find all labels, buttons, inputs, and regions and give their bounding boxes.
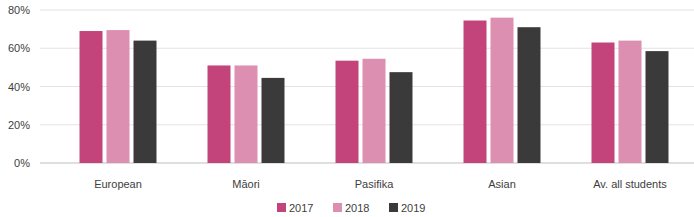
x-tick-label: Asian [488,178,516,190]
y-tick-label: 40% [8,81,30,93]
bar [107,30,130,163]
y-tick-label: 60% [8,42,30,54]
y-tick-label: 80% [8,4,30,16]
x-tick-label: European [94,178,142,190]
bar [336,61,359,163]
x-tick-label: Māori [232,178,260,190]
bar [464,21,487,163]
bar [363,59,386,163]
legend: 2017 2018 2019 [277,202,425,214]
legend-swatch [277,203,286,212]
chart: 0% 20% 40% 60% 80% European Māori Pasifika Asian… [0,0,694,217]
bar [134,41,157,163]
bar [491,18,514,163]
bar [208,65,231,163]
y-tick-label: 20% [8,119,30,131]
bar [592,43,615,163]
bar [646,51,669,163]
grid-line [40,10,694,11]
legend-swatch [333,203,342,212]
y-tick-label: 0% [14,157,30,169]
legend-label: 2018 [345,202,369,214]
bars [80,18,669,163]
bar [390,72,413,163]
bar [80,31,103,163]
x-tick-label: Av. all students [593,178,667,190]
legend-label: 2017 [289,202,313,214]
bar [619,41,642,163]
x-tick-label: Pasifika [355,178,394,190]
legend-swatch [389,203,398,212]
bar [262,78,285,163]
bar [235,65,258,163]
legend-label: 2019 [401,202,425,214]
bar [518,27,541,163]
